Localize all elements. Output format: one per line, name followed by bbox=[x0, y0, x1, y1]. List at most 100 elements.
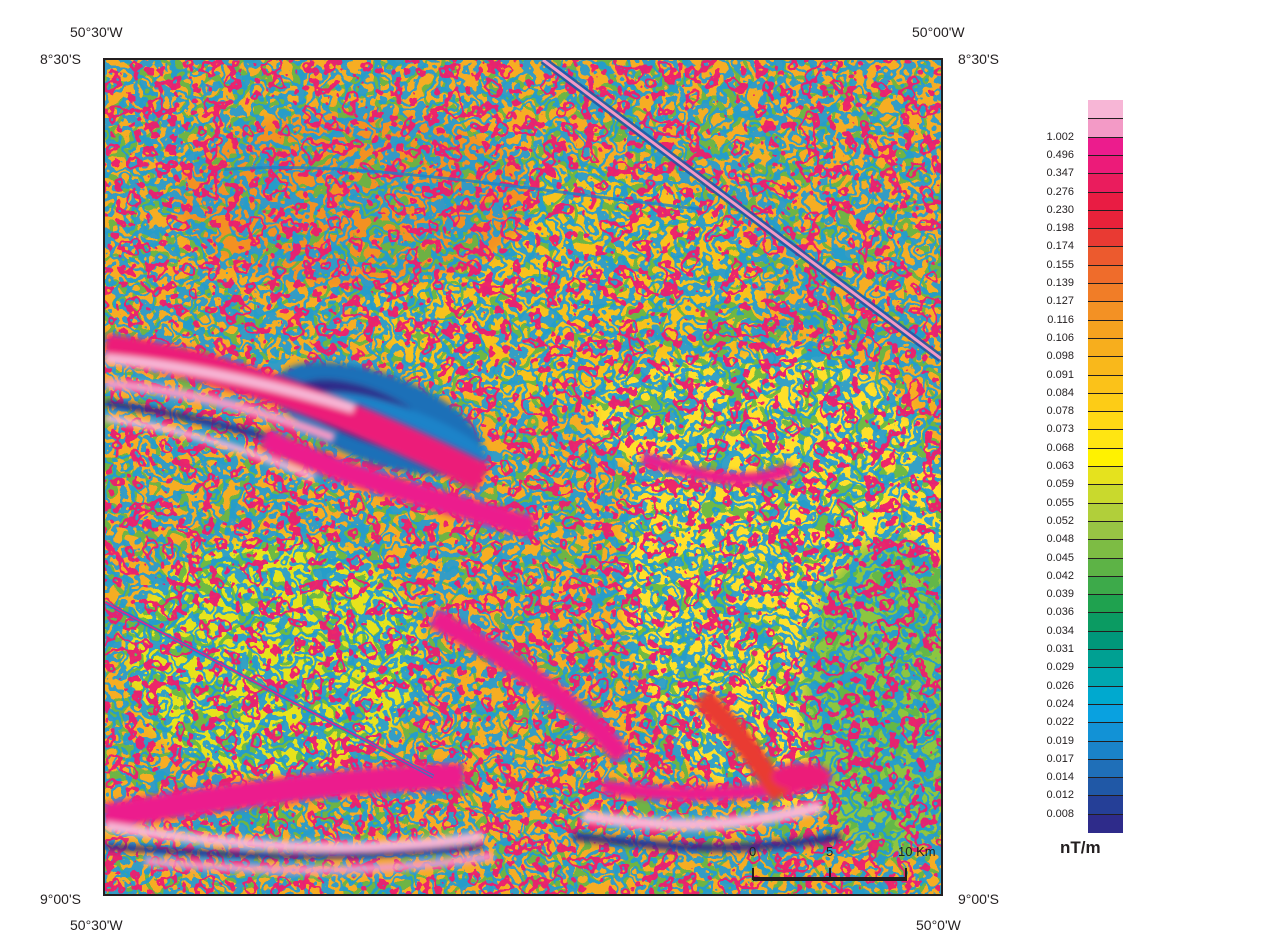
legend-value-label: 0.078 bbox=[1046, 405, 1074, 418]
scale-label-5: 5 bbox=[826, 844, 834, 859]
legend-swatch bbox=[1088, 630, 1123, 650]
legend-swatch bbox=[1088, 356, 1123, 376]
legend-value-label: 0.091 bbox=[1046, 368, 1074, 381]
legend-swatch bbox=[1088, 649, 1123, 668]
legend-value-label: 0.063 bbox=[1046, 460, 1074, 472]
magnetic-gradient-map bbox=[105, 60, 941, 894]
legend-swatch bbox=[1088, 484, 1123, 504]
legend-tick bbox=[1088, 557, 1123, 559]
scale-label-10: 10 Km bbox=[898, 844, 936, 859]
legend-tick bbox=[1088, 191, 1123, 193]
legend-swatch bbox=[1088, 594, 1123, 614]
legend-swatch bbox=[1088, 283, 1123, 302]
legend-swatch bbox=[1088, 191, 1123, 211]
legend-swatch bbox=[1088, 136, 1123, 156]
legend-tick bbox=[1088, 813, 1123, 815]
legend-value-label: 0.155 bbox=[1046, 258, 1074, 271]
legend-value-label: 1.002 bbox=[1046, 130, 1074, 143]
legend-value-label: 0.034 bbox=[1046, 624, 1074, 637]
legend-swatch bbox=[1088, 703, 1123, 723]
legend-value-label: 0.106 bbox=[1046, 331, 1074, 344]
legend-value-label: 0.036 bbox=[1046, 606, 1074, 619]
bottom-left-latitude-label: 9°00'S bbox=[40, 891, 81, 907]
legend-tick bbox=[1088, 795, 1123, 797]
top-right-longitude-label: 50°00'W bbox=[912, 24, 965, 40]
legend-swatch bbox=[1088, 154, 1123, 174]
legend-value-label: 0.139 bbox=[1046, 277, 1074, 289]
legend-value-label: 0.019 bbox=[1046, 734, 1074, 747]
legend-swatch bbox=[1088, 667, 1123, 687]
legend-tick bbox=[1088, 447, 1123, 449]
legend-swatch bbox=[1088, 502, 1123, 522]
legend-value-label: 0.017 bbox=[1046, 752, 1074, 765]
legend-swatch bbox=[1088, 429, 1123, 449]
legend-tick bbox=[1088, 264, 1123, 266]
pink-high-belts bbox=[105, 333, 843, 874]
legend-unit-label: nT/m bbox=[1060, 838, 1101, 857]
legend-value-label: 0.042 bbox=[1046, 569, 1074, 582]
scale-tick-0 bbox=[752, 868, 754, 880]
scale-bar-line bbox=[753, 877, 907, 881]
legend-swatch bbox=[1088, 447, 1123, 467]
legend-value-label: 0.029 bbox=[1046, 661, 1074, 674]
legend-value-label: 0.276 bbox=[1046, 185, 1074, 198]
legend-tick bbox=[1088, 374, 1123, 376]
legend-swatch bbox=[1088, 209, 1123, 229]
legend-tick bbox=[1088, 356, 1123, 358]
legend-tick bbox=[1088, 484, 1123, 486]
top-right-latitude-label: 8°30'S bbox=[958, 51, 999, 67]
legend-swatch bbox=[1088, 777, 1123, 797]
legend-swatch bbox=[1088, 557, 1123, 577]
legend-value-label: 0.026 bbox=[1046, 679, 1074, 692]
top-left-latitude-label: 8°30'S bbox=[40, 51, 81, 67]
scale-tick-10 bbox=[905, 868, 907, 880]
legend-swatch bbox=[1088, 758, 1123, 778]
scale-bar: 0 5 10 Km bbox=[740, 844, 940, 884]
legend-tick bbox=[1088, 301, 1123, 303]
legend-tick bbox=[1088, 520, 1123, 522]
legend-tick bbox=[1088, 539, 1123, 541]
bottom-right-longitude-label: 50°0'W bbox=[916, 917, 961, 933]
legend-swatch bbox=[1088, 173, 1123, 193]
legend-tick bbox=[1088, 777, 1123, 779]
legend-swatch bbox=[1088, 722, 1123, 742]
legend-tick bbox=[1088, 429, 1123, 431]
legend-swatch bbox=[1088, 520, 1123, 540]
legend-value-label: 0.048 bbox=[1046, 533, 1074, 546]
legend-swatch bbox=[1088, 319, 1123, 339]
legend-value-label: 0.347 bbox=[1046, 167, 1074, 180]
legend-swatch bbox=[1088, 392, 1123, 412]
legend-tick bbox=[1088, 594, 1123, 596]
legend-swatch bbox=[1088, 228, 1123, 248]
legend-tick bbox=[1088, 209, 1123, 211]
legend-tick bbox=[1088, 703, 1123, 705]
legend-swatch bbox=[1088, 301, 1123, 321]
scale-tick-5 bbox=[829, 868, 831, 880]
legend-value-label: 0.084 bbox=[1046, 386, 1074, 399]
legend-value-label: 0.012 bbox=[1046, 789, 1074, 802]
legend-tick bbox=[1088, 502, 1123, 504]
legend-swatch bbox=[1088, 374, 1123, 394]
legend-tick bbox=[1088, 392, 1123, 394]
magnetic-map-frame bbox=[103, 58, 943, 896]
legend-value-label: 0.068 bbox=[1046, 441, 1074, 454]
legend-value-label: 0.024 bbox=[1046, 697, 1074, 710]
legend-value-label: 0.230 bbox=[1046, 203, 1074, 216]
bottom-left-longitude-label: 50°30'W bbox=[70, 917, 123, 933]
legend-swatch bbox=[1088, 813, 1123, 833]
legend-tick bbox=[1088, 173, 1123, 175]
legend-swatch bbox=[1088, 337, 1123, 357]
legend-tick bbox=[1088, 411, 1123, 413]
top-left-longitude-label: 50°30'W bbox=[70, 24, 123, 40]
legend-swatch bbox=[1088, 795, 1123, 815]
legend-tick bbox=[1088, 685, 1123, 687]
dike-lineaments bbox=[105, 60, 941, 779]
legend-swatch bbox=[1088, 264, 1123, 284]
legend-value-label: 0.045 bbox=[1046, 551, 1074, 564]
scale-label-0: 0 bbox=[749, 844, 757, 859]
legend-value-label: 0.073 bbox=[1046, 423, 1074, 436]
legend-tick bbox=[1088, 154, 1123, 156]
legend-value-label: 0.014 bbox=[1046, 771, 1074, 784]
legend-value-label: 0.059 bbox=[1046, 478, 1074, 491]
legend-value-label: 0.174 bbox=[1046, 240, 1074, 253]
